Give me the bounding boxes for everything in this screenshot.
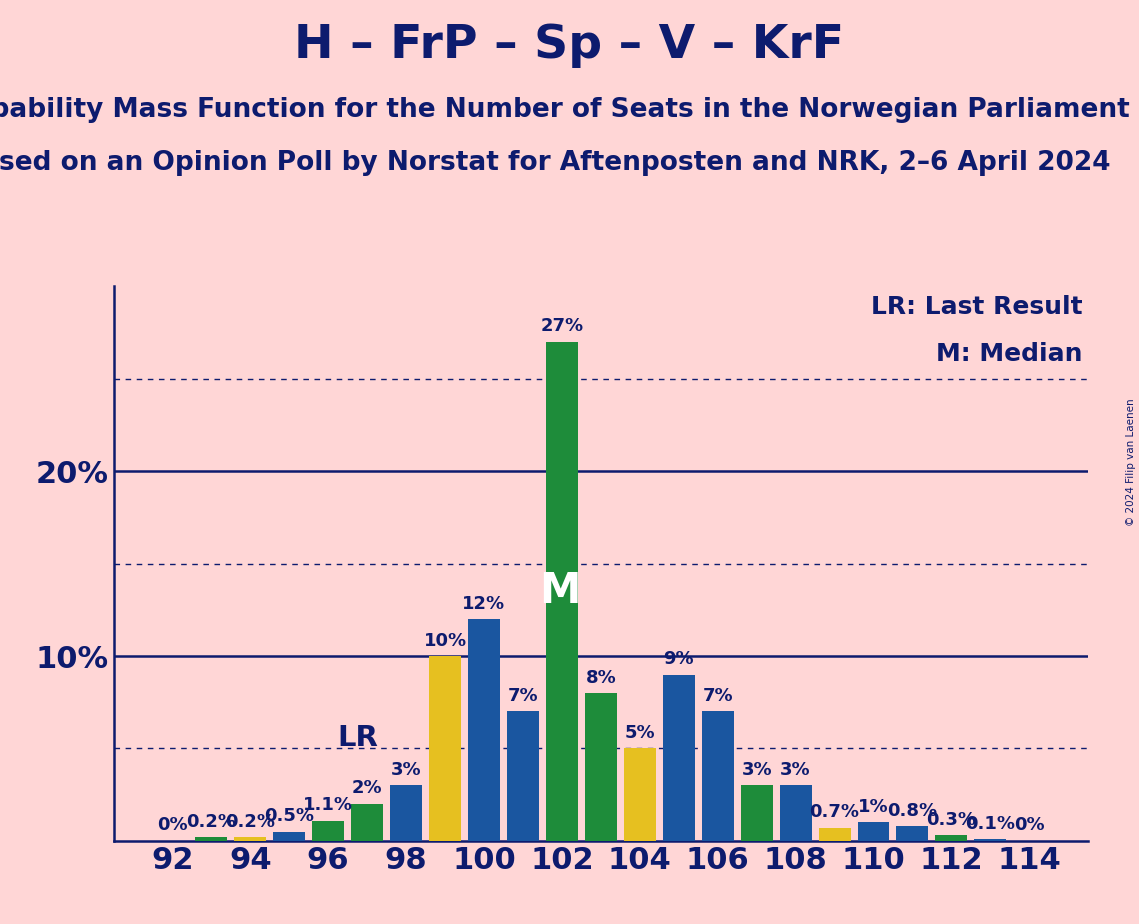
Text: 9%: 9% <box>663 650 694 668</box>
Bar <box>935 835 967 841</box>
Bar <box>663 675 695 841</box>
Text: 3%: 3% <box>741 761 772 779</box>
Text: © 2024 Filip van Laenen: © 2024 Filip van Laenen <box>1126 398 1136 526</box>
Bar <box>974 839 1007 841</box>
Text: 5%: 5% <box>624 724 655 742</box>
Bar <box>546 342 577 841</box>
Text: LR: Last Result: LR: Last Result <box>871 295 1083 319</box>
Bar <box>312 821 344 841</box>
Text: 2%: 2% <box>352 780 383 797</box>
Text: 8%: 8% <box>585 669 616 687</box>
Text: LR: LR <box>337 724 378 752</box>
Text: 0%: 0% <box>157 817 188 834</box>
Text: 10%: 10% <box>424 632 467 650</box>
Bar <box>740 785 772 841</box>
Bar <box>507 711 539 841</box>
Text: 3%: 3% <box>780 761 811 779</box>
Text: 0.1%: 0.1% <box>966 815 1015 833</box>
Text: 0.5%: 0.5% <box>264 808 314 825</box>
Text: H – FrP – Sp – V – KrF: H – FrP – Sp – V – KrF <box>295 23 844 68</box>
Text: 0.7%: 0.7% <box>810 804 860 821</box>
Text: M: M <box>539 570 581 613</box>
Text: 7%: 7% <box>508 687 539 705</box>
Bar <box>429 656 461 841</box>
Text: 27%: 27% <box>540 318 583 335</box>
Text: 1.1%: 1.1% <box>303 796 353 814</box>
Text: 1%: 1% <box>858 798 888 816</box>
Text: 0.8%: 0.8% <box>887 802 937 820</box>
Text: 12%: 12% <box>462 595 506 613</box>
Bar <box>858 822 890 841</box>
Bar <box>819 828 851 841</box>
Bar <box>195 837 228 841</box>
Text: 0.2%: 0.2% <box>187 813 236 831</box>
Bar <box>624 748 656 841</box>
Bar <box>351 804 383 841</box>
Bar <box>584 693 617 841</box>
Text: Probability Mass Function for the Number of Seats in the Norwegian Parliament: Probability Mass Function for the Number… <box>0 97 1130 123</box>
Text: 3%: 3% <box>391 761 421 779</box>
Text: 7%: 7% <box>703 687 734 705</box>
Bar <box>468 619 500 841</box>
Text: Based on an Opinion Poll by Norstat for Aftenposten and NRK, 2–6 April 2024: Based on an Opinion Poll by Norstat for … <box>0 150 1111 176</box>
Bar <box>896 826 928 841</box>
Text: M: Median: M: Median <box>936 342 1083 366</box>
Bar <box>273 832 305 841</box>
Bar <box>390 785 423 841</box>
Text: 0%: 0% <box>1014 817 1044 834</box>
Text: 0.2%: 0.2% <box>226 813 276 831</box>
Text: 0.3%: 0.3% <box>926 811 976 829</box>
Bar <box>235 837 267 841</box>
Bar <box>702 711 734 841</box>
Bar <box>779 785 812 841</box>
